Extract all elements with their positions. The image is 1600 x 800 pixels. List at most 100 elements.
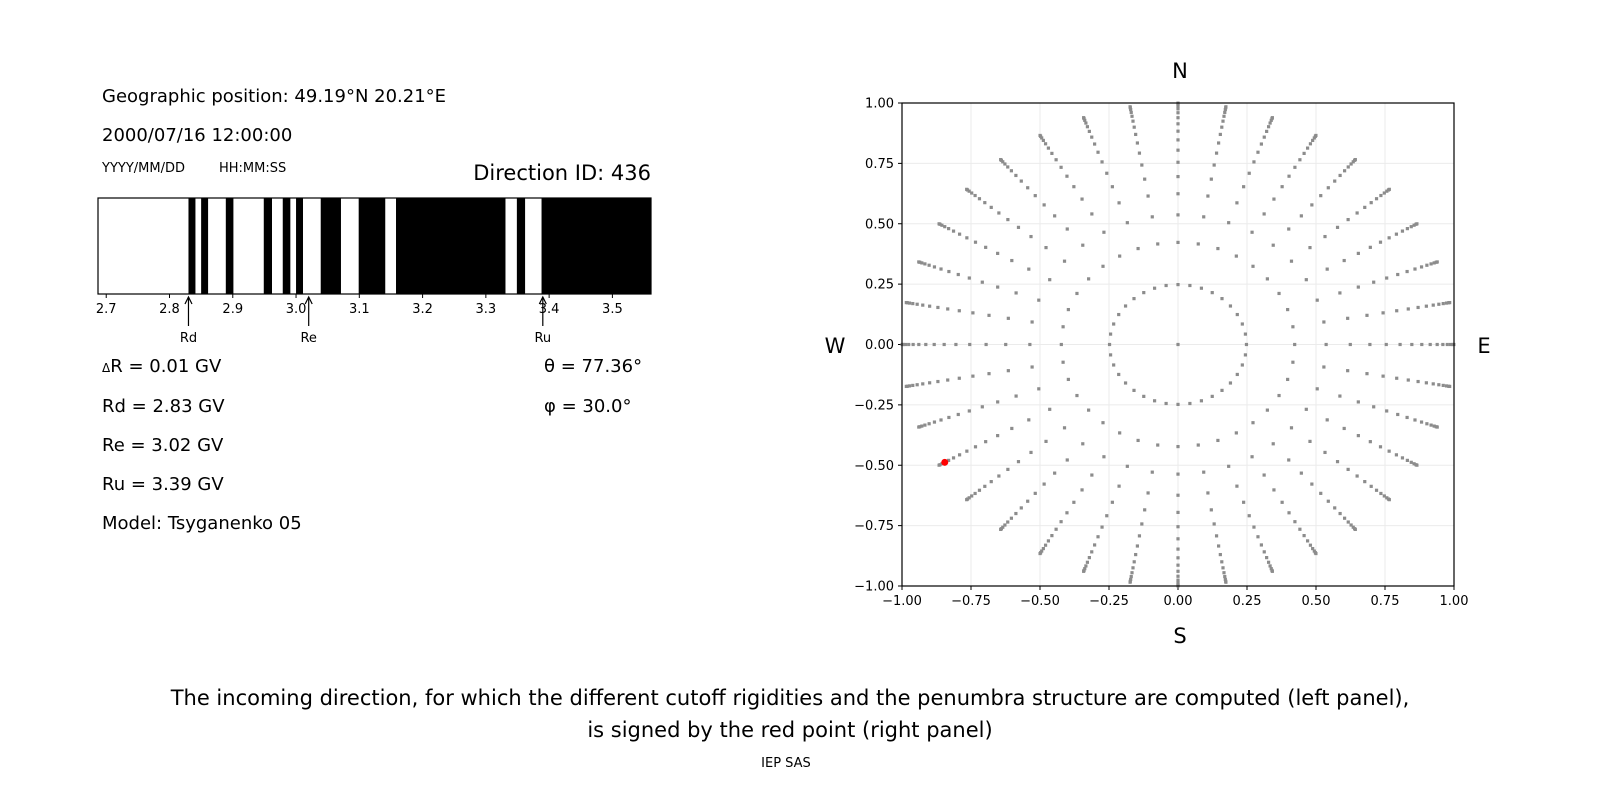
direction-point — [1405, 458, 1409, 462]
direction-point — [1080, 197, 1084, 201]
direction-point — [1431, 303, 1435, 307]
direction-point — [1093, 543, 1097, 547]
direction-point — [1325, 418, 1329, 422]
direction-point — [1176, 402, 1180, 407]
direction-point — [1431, 382, 1435, 386]
direction-point — [1196, 443, 1200, 447]
y-tick-label: 0.00 — [865, 338, 894, 353]
direction-point — [1135, 544, 1139, 548]
direction-point — [956, 412, 960, 417]
direction-point — [928, 381, 932, 385]
direction-point — [907, 342, 911, 347]
direction-point — [1387, 236, 1391, 240]
direction-point — [1338, 394, 1342, 398]
direction-point — [1271, 442, 1275, 446]
penumbra-forbidden-band — [541, 198, 651, 294]
direction-point — [1293, 342, 1297, 347]
direction-point — [1048, 407, 1052, 411]
direction-point — [1042, 203, 1046, 207]
y-tick-label: −0.25 — [854, 398, 894, 413]
direction-point — [1227, 221, 1231, 225]
direction-point — [1209, 177, 1213, 181]
direction-point — [1053, 471, 1057, 475]
direction-point — [1262, 550, 1266, 554]
direction-point — [1087, 556, 1091, 560]
direction-point — [1107, 342, 1112, 347]
direction-point — [1335, 460, 1340, 464]
direction-point — [951, 456, 956, 460]
direction-point — [915, 302, 919, 306]
direction-point — [1413, 267, 1417, 271]
direction-point — [1319, 491, 1323, 495]
direction-point — [1152, 399, 1157, 403]
direction-point — [1037, 387, 1041, 391]
direction-point — [1027, 418, 1031, 422]
direction-point — [1394, 453, 1399, 457]
direction-point — [1342, 169, 1347, 173]
direction-point — [920, 424, 924, 428]
direction-point — [1346, 316, 1350, 320]
direction-point — [1176, 107, 1180, 111]
y-tick-label: 0.25 — [865, 278, 894, 293]
direction-point — [1266, 125, 1271, 129]
direction-point — [1387, 187, 1391, 191]
direction-point — [1176, 472, 1180, 476]
direction-point — [1006, 520, 1010, 524]
direction-point — [1235, 312, 1239, 317]
direction-point — [1437, 302, 1441, 306]
direction-point — [1129, 574, 1133, 579]
direction-point — [1259, 543, 1263, 547]
direction-point — [917, 342, 921, 347]
x-tick-label: −0.25 — [1089, 594, 1129, 609]
penumbra-forbidden-band — [358, 198, 386, 294]
direction-point — [932, 342, 936, 347]
direction-point — [1143, 177, 1147, 181]
direction-point — [999, 527, 1003, 532]
direction-point — [1176, 213, 1180, 217]
direction-point — [1368, 440, 1372, 444]
direction-point — [1176, 563, 1180, 567]
direction-point — [1356, 400, 1360, 404]
direction-point — [928, 304, 932, 308]
direction-point — [1441, 342, 1445, 347]
direction-point — [939, 418, 943, 422]
direction-point — [1117, 312, 1121, 317]
direction-point — [1342, 426, 1346, 431]
direction-point — [1268, 121, 1272, 125]
direction-point — [1265, 129, 1269, 133]
direction-point — [1342, 258, 1346, 263]
direction-point — [947, 458, 951, 462]
direction-point — [1009, 169, 1014, 173]
direction-point — [1424, 381, 1428, 385]
direction-point — [1429, 423, 1433, 427]
direction-point — [1368, 245, 1372, 249]
direction-point — [1102, 455, 1106, 459]
direction-point — [1429, 262, 1433, 266]
direction-point — [1105, 514, 1109, 518]
direction-point — [1385, 496, 1389, 500]
compass-west: W — [825, 334, 846, 358]
direction-point — [1146, 491, 1150, 495]
direction-point — [1090, 473, 1094, 477]
direction-point — [1363, 480, 1367, 484]
direction-point — [980, 280, 984, 284]
direction-point — [1277, 291, 1281, 296]
direction-point — [1243, 353, 1248, 357]
direction-point — [1146, 194, 1150, 198]
direction-point — [1270, 569, 1274, 573]
penumbra-forbidden-band — [320, 198, 341, 294]
y-tick-label: −0.75 — [854, 519, 894, 534]
direction-point — [1342, 516, 1347, 520]
direction-point — [1142, 394, 1146, 398]
x-tick-label: 0.50 — [1302, 594, 1331, 609]
direction-point — [1419, 420, 1424, 424]
re-value: Re = 3.02 GV — [102, 435, 224, 456]
direction-point — [1221, 566, 1225, 570]
direction-point — [1262, 473, 1266, 477]
direction-point — [1413, 418, 1417, 422]
direction-point — [1387, 498, 1391, 502]
direction-point — [1065, 227, 1069, 231]
direction-point — [1228, 381, 1233, 385]
direction-point — [1090, 135, 1094, 139]
direction-point — [1176, 569, 1180, 573]
